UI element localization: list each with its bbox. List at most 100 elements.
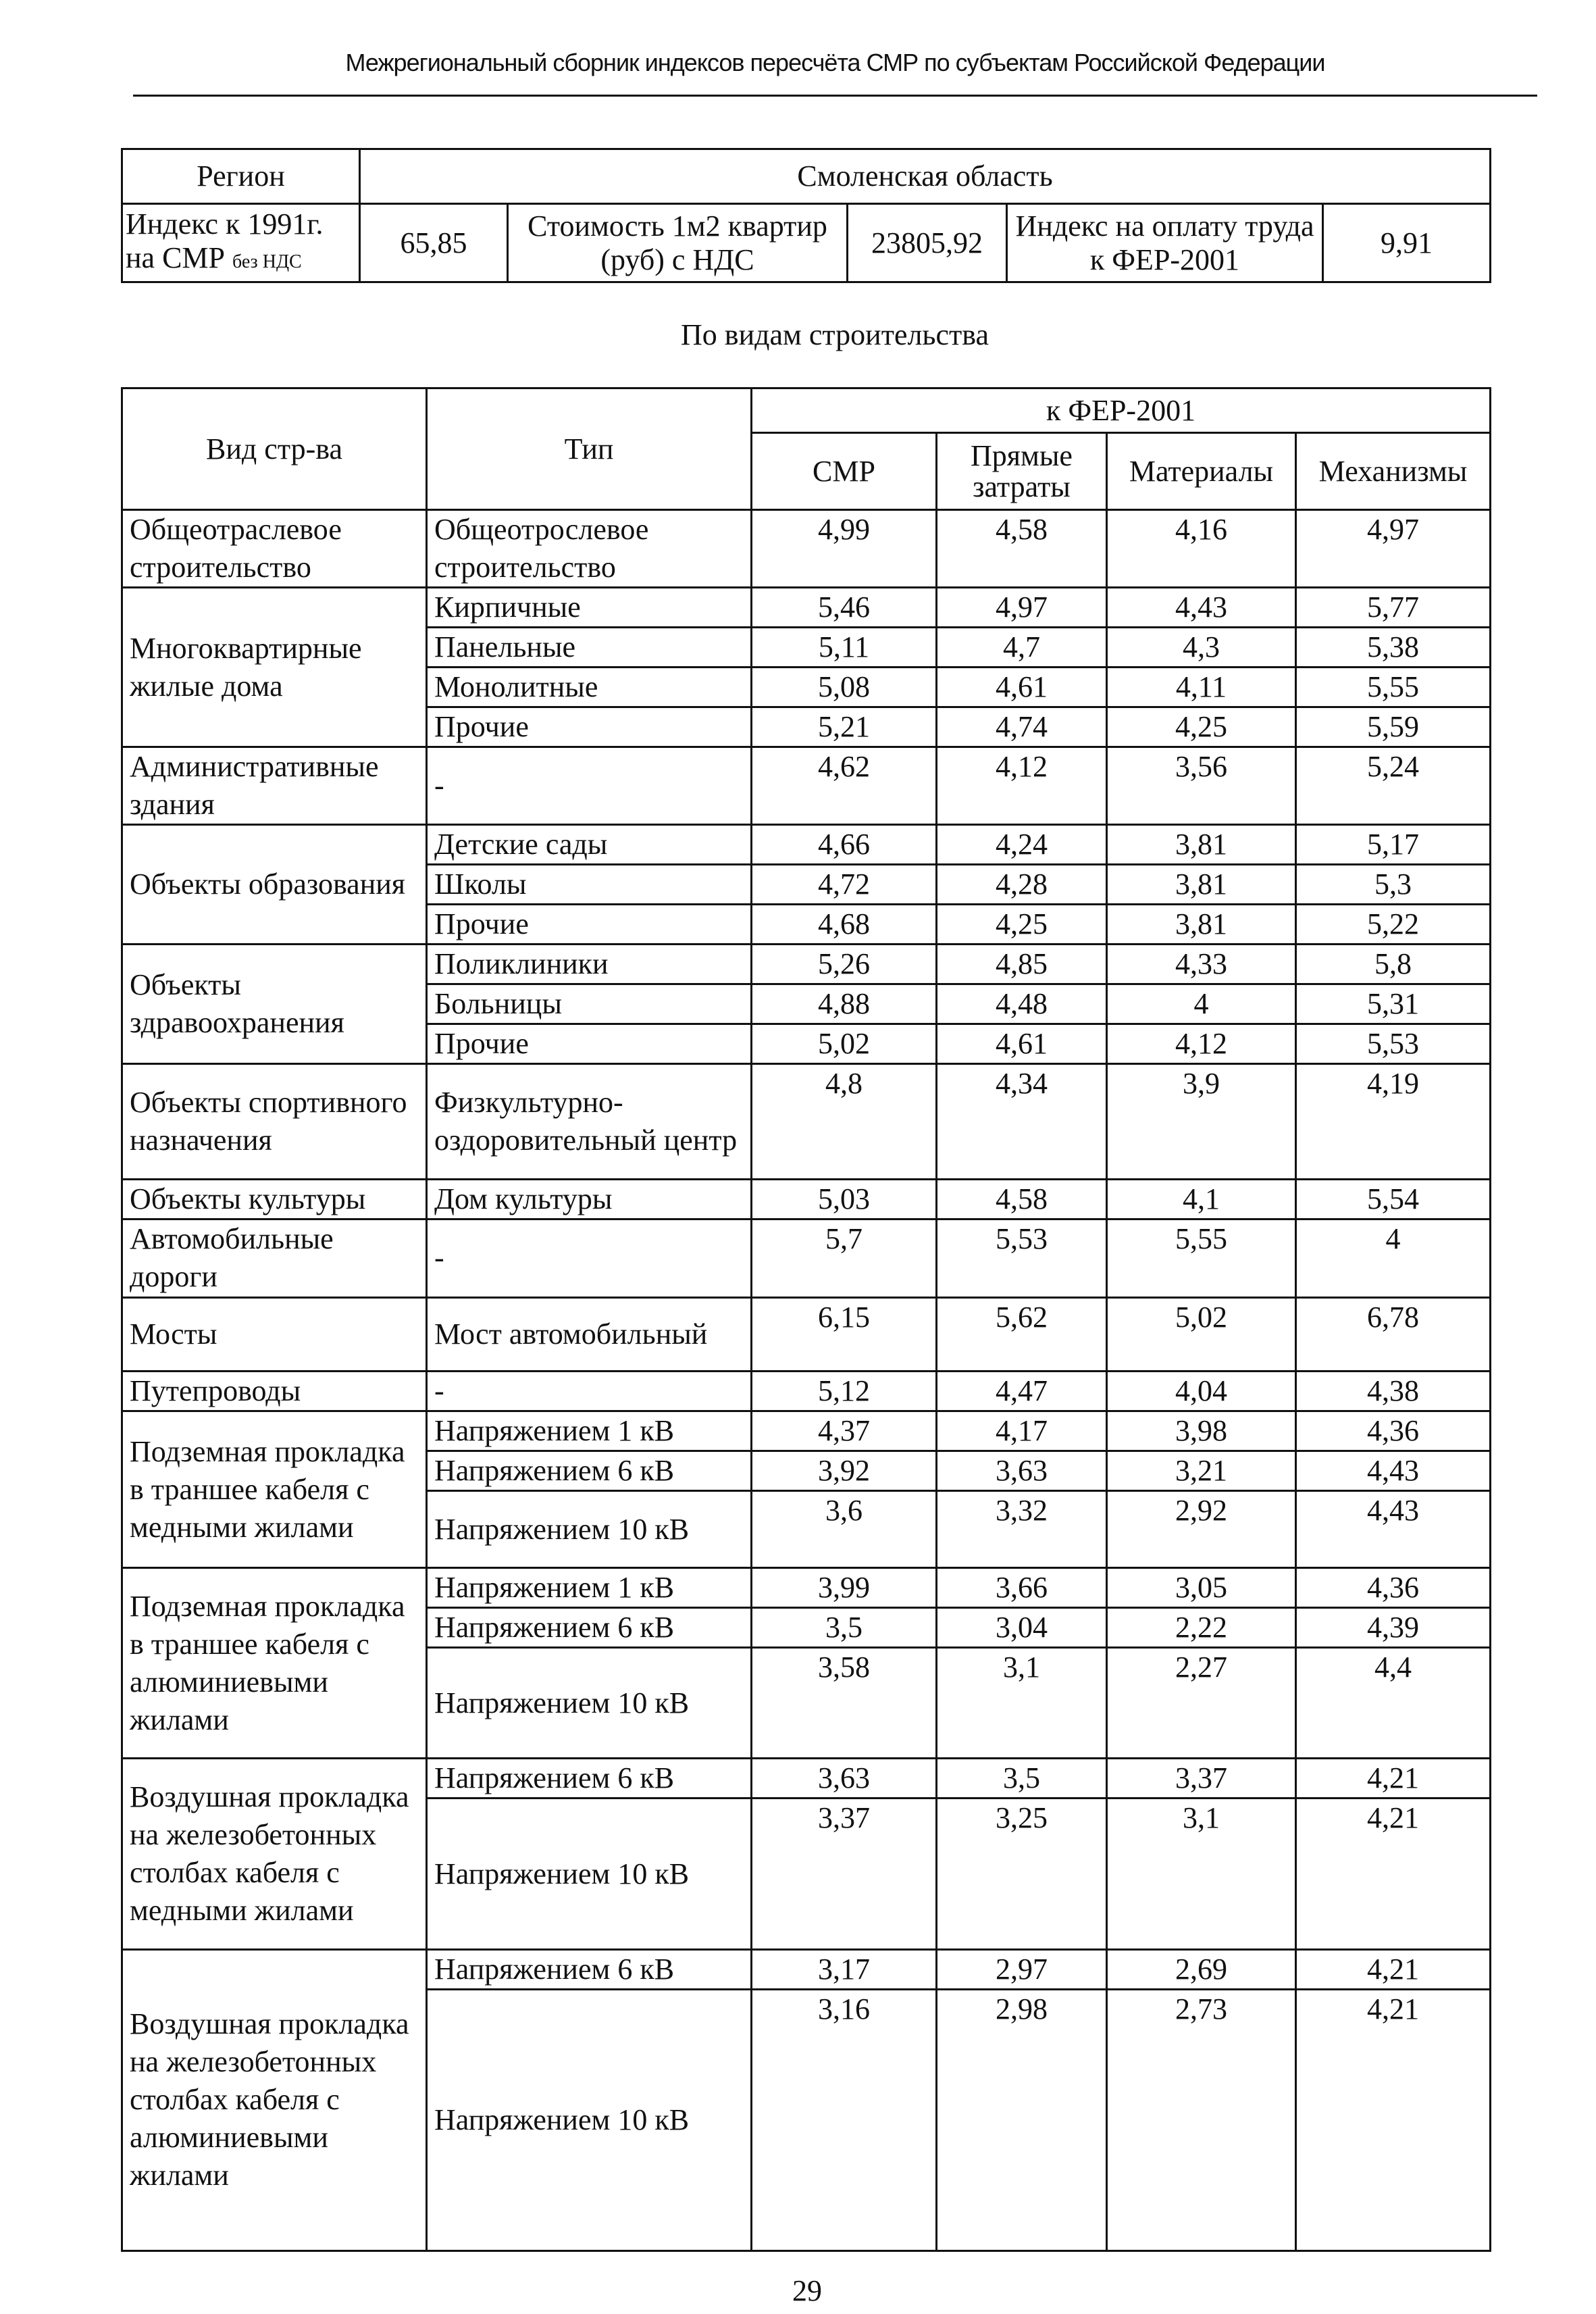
table-row: Путепроводы -5,12 4,47 4,04 4,38 [121,1370,1492,1413]
index-value: 4 [1106,983,1297,1026]
index-value: 3,32 [935,1490,1108,1569]
index-row: Индекс к 1991г. на СМР без НДС 65,85 Стои… [121,203,1492,283]
construction-kind: Объекты культуры [121,1178,428,1220]
table-row: Объекты здравоохранения Поликлиники 5,26 4,… [121,943,1492,1065]
group-header: к ФЕР-2001 [750,387,1492,434]
construction-type: Напряжением 6 кВ [426,1450,752,1492]
table-row: Напряжением 6 кВ 3,5 3,04 2,22 4,39 [122,1607,1492,1649]
index-value: 4,4 [1294,1646,1492,1760]
table-row: Больницы 4,88 4,48 4 5,31 [122,983,1492,1026]
construction-kind: Общеотраслевое строительство [121,509,428,588]
index-value: 5,46 [750,586,937,628]
column-header: Прямые затраты [935,432,1108,511]
index-value: 5,03 [750,1178,937,1220]
index-value: 4,36 [1294,1410,1492,1453]
index-value: 4,38 [1294,1370,1492,1413]
index-value: 5,62 [935,1296,1108,1373]
head-row: СМР Прямые затраты Материалы Механизмы [122,432,1492,511]
index-value: 4,39 [1294,1607,1492,1649]
index-value: 4,25 [1106,706,1297,748]
index-value: 5,8 [1294,943,1492,986]
index-value: 4,97 [935,586,1108,628]
table-row: Панельные 5,11 4,7 4,3 5,38 [122,626,1492,668]
construction-type: Прочие [426,903,752,946]
index-value: 3,5 [935,1757,1108,1800]
index-value: 5,02 [1106,1296,1297,1373]
construction-type: - [426,1370,752,1413]
index-value: 3,63 [935,1450,1108,1492]
index-value: 5,26 [750,943,937,986]
region-label: Регион [121,148,361,205]
table-row: Монолитные 5,08 4,61 4,11 5,55 [122,666,1492,708]
construction-kind: Подземная прокладка в траншее кабеля с м… [121,1410,428,1569]
index-value: 4,04 [1106,1370,1297,1413]
index-value: 4,36 [1294,1567,1492,1609]
index-value: 4,97 [1294,509,1492,588]
index-value: 3,17 [750,1948,937,1990]
index-value: 4,25 [935,903,1108,946]
construction-type: Общеотрослевое строительство [426,509,752,588]
index-value: 2,73 [1106,1988,1297,2252]
index-value: 4,16 [1106,509,1297,588]
construction-type: Напряжением 6 кВ [426,1757,752,1800]
index-value: 5,55 [1106,1217,1297,1299]
index-value: 3,1 [935,1646,1108,1760]
index-value: 4,37 [750,1410,937,1453]
index-value: 4,72 [750,863,937,906]
index-value: 5,08 [750,666,937,708]
index-value: 4,33 [1106,943,1297,986]
index-value: 4,99 [750,509,937,588]
index-value: 5,31 [1294,983,1492,1026]
index-value: 3,5 [750,1607,937,1649]
index-value: 3,04 [935,1607,1108,1649]
index-value: 6,15 [750,1296,937,1373]
index-value: 4,74 [935,706,1108,748]
index-label: Индекс к 1991г. на СМР без НДС [121,203,361,283]
table-row: Напряжением 10 кВ 3,16 2,98 2,73 4,21 [122,1988,1492,2252]
index-label-note: без НДС [232,251,302,272]
index-value: 4,8 [750,1063,937,1180]
table-row: Прочие 5,21 4,74 4,25 5,59 [122,706,1492,748]
running-header: Межрегиональный сборник индексов пересчё… [345,49,1325,76]
index-value: 5,7 [750,1217,937,1299]
construction-type: Детские сады [426,823,752,866]
index-value: 4,58 [935,1178,1108,1220]
table-row: Напряжением 10 кВ 3,58 3,1 2,27 4,4 [122,1646,1492,1760]
index-value: 4,88 [750,983,937,1026]
index-value: 4,47 [935,1370,1108,1413]
construction-type: Напряжением 10 кВ [426,1646,752,1760]
labor-value: 9,91 [1321,203,1492,283]
index-value: 2,92 [1106,1490,1297,1569]
construction-kind: Административные здания [121,746,428,826]
index-value: 5,77 [1294,586,1492,628]
index-table: Вид стр-ва Тип к ФЕР-2001 СМР Прямые зат… [121,387,1492,2252]
construction-type: Больницы [426,983,752,1026]
column-header: СМР [750,432,937,511]
cost-label: Стоимость 1м2 квартир (руб) с НДС [507,203,848,283]
index-value: 3,81 [1106,823,1297,866]
construction-type: Напряжением 6 кВ [426,1607,752,1649]
construction-kind: Объекты спортивного назначения [121,1063,428,1180]
construction-type: Прочие [426,706,752,748]
construction-kind: Объекты образования [121,823,428,946]
construction-type: - [426,1217,752,1299]
index-value: 3,58 [750,1646,937,1760]
index-value: 5,38 [1294,626,1492,668]
index-value: 4,68 [750,903,937,946]
index-value: 2,69 [1106,1948,1297,1990]
construction-kind: Подземная прокладка в траншее кабеля с а… [121,1567,428,1760]
construction-type: Напряжением 10 кВ [426,1797,752,1951]
index-value: 2,98 [935,1988,1108,2252]
construction-kind: Объекты здравоохранения [121,943,428,1065]
table-row: Подземная прокладка в траншее кабеля с а… [121,1567,1492,1760]
page-number: 29 [792,2274,822,2307]
index-value: 3,37 [750,1797,937,1951]
construction-type: Прочие [426,1023,752,1065]
index-value: 4,24 [935,823,1108,866]
construction-type: Школы [426,863,752,906]
index-label-line1: Индекс к 1991г. [126,207,324,241]
index-value: 65,85 [359,203,509,283]
region-name: Смоленская область [358,148,1492,205]
table-row: Напряжением 6 кВ 3,92 3,63 3,21 4,43 [122,1450,1492,1492]
